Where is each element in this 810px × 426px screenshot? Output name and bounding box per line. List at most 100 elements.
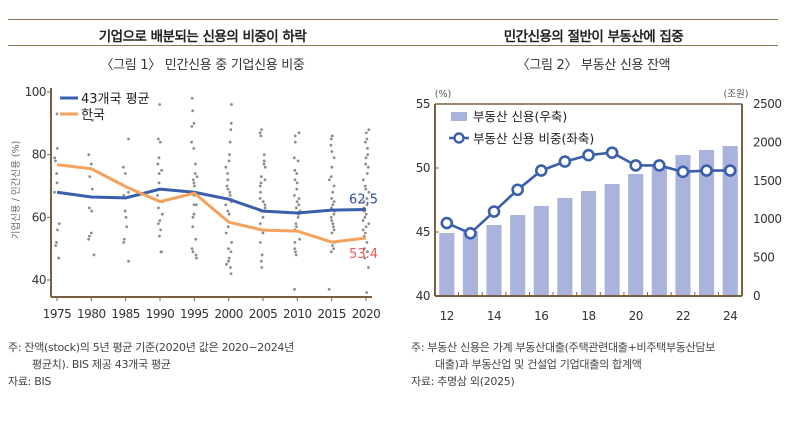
country-dot (122, 237, 126, 241)
country-dot (192, 184, 196, 188)
country-dot (259, 190, 262, 194)
country-dot (258, 184, 262, 188)
country-dot (367, 266, 370, 269)
notes-right: 주: 부동산 신용은 가계 부동산대출(주택관련대출+비주택부동산담보 대출)과… (411, 339, 715, 390)
country-dot (192, 203, 196, 207)
country-dot (224, 203, 228, 207)
country-dot (330, 219, 334, 222)
country-dot (123, 172, 127, 175)
country-dot (297, 203, 301, 207)
country-dot (159, 250, 163, 254)
country-dot (362, 247, 366, 251)
x-tick-label: 14 (487, 309, 501, 323)
x-tick-label: 2010 (283, 307, 312, 321)
x-tick-label: 20 (629, 309, 643, 323)
x-tick-label: 18 (581, 309, 595, 323)
country-dot (364, 131, 368, 135)
country-dot (363, 215, 367, 219)
legend-swatch-marker (453, 132, 465, 144)
headline-rule (8, 45, 405, 46)
country-dot (259, 134, 263, 138)
country-dot (364, 187, 368, 191)
country-dot (294, 253, 298, 257)
x-tick-label: 2020 (352, 307, 381, 321)
country-dot (158, 103, 162, 106)
country-dot (363, 231, 367, 235)
country-dot (263, 206, 267, 210)
legend-label: 한국 (81, 108, 105, 123)
top-rule (405, 19, 778, 20)
country-dot (363, 184, 367, 188)
country-dot (292, 194, 296, 197)
country-dot (89, 162, 93, 166)
country-dot (330, 134, 334, 138)
country-dot (159, 228, 163, 232)
country-dot (293, 178, 297, 182)
country-dot (261, 215, 265, 219)
country-dot (332, 200, 336, 204)
x-tick-label: 16 (534, 309, 548, 323)
country-dot (259, 181, 263, 185)
country-dot (365, 137, 369, 141)
country-dot (55, 172, 59, 175)
chart-2: 40 45 50 55 0 500 1000 1500 2000 2500 (%) (조원) 12 14 1… (416, 89, 782, 323)
country-dot (122, 194, 126, 197)
share-marker (582, 148, 595, 162)
country-dot (262, 153, 266, 157)
country-dot (366, 250, 369, 254)
country-dot (330, 231, 334, 235)
country-dot (262, 162, 266, 166)
country-dot (190, 140, 194, 144)
country-dot (227, 256, 231, 260)
series-line-43-avg (56, 187, 367, 215)
headline-rule (405, 45, 778, 46)
country-dot (124, 215, 128, 219)
country-dot (190, 125, 194, 128)
country-dot (329, 250, 333, 254)
country-dot (331, 190, 335, 194)
country-dot (293, 140, 297, 144)
country-dot (260, 266, 264, 269)
country-dot (292, 156, 296, 160)
country-dot (367, 190, 371, 194)
bar (722, 146, 738, 296)
country-dot (295, 181, 299, 185)
country-dot (226, 172, 230, 175)
country-dot (361, 178, 365, 182)
country-dot (332, 247, 336, 251)
right-tick-label: 500 (753, 251, 774, 265)
country-dot (191, 215, 195, 219)
end-value-label-43-avg: 62.5 (349, 193, 378, 208)
panel-figure-2: 민간신용의 절반이 부동산에 집중 〈그림 2〉 부동산 신용 잔액 40 45 5… (405, 0, 810, 426)
country-dot (87, 206, 91, 210)
country-dot (331, 225, 335, 229)
country-dot (331, 244, 334, 247)
country-dot (296, 159, 300, 163)
country-dot (55, 112, 59, 116)
country-dot (157, 222, 160, 226)
right-tick-label: 2500 (753, 97, 782, 111)
country-dot (332, 156, 336, 160)
y-tick-label: 60 (32, 210, 46, 224)
share-marker (700, 164, 713, 177)
left-tick-label: 40 (416, 289, 430, 303)
figure-title-1: 〈그림 1〉 민간신용 중 기업신용 비중 (100, 58, 305, 73)
country-dot (297, 131, 301, 135)
figure-title-2: 〈그림 2〉 부동산 신용 잔액 (516, 58, 671, 73)
note-line: 주: 잔액(stock)의 5년 평균 기준(2020년 값은 2020−202… (8, 341, 294, 354)
country-dot (194, 162, 197, 166)
country-dot (332, 212, 336, 216)
country-dot (191, 225, 195, 229)
country-dot (160, 212, 164, 216)
country-dot (92, 253, 96, 257)
country-dot (156, 194, 159, 197)
country-dot (191, 250, 195, 254)
x-tick-label: 24 (723, 309, 737, 323)
country-dot (295, 225, 298, 229)
country-dot (55, 147, 59, 150)
bar (628, 174, 644, 296)
country-dot (228, 194, 232, 197)
country-dot (193, 172, 197, 175)
x-tick-label: 1990 (146, 307, 175, 321)
note-line: 주: 부동산 신용은 가계 부동산대출(주택관련대출+비주택부동산담보 (411, 341, 716, 354)
